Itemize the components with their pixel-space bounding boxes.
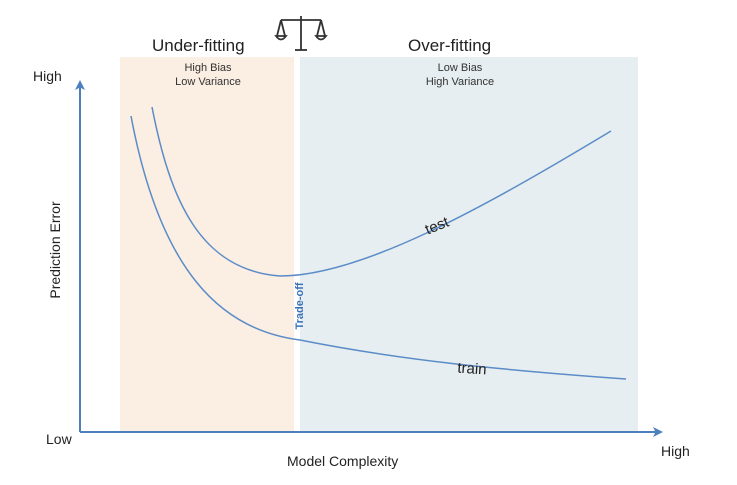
y-axis-low-label: Low <box>46 431 72 447</box>
overfitting-subtitle: Low Bias High Variance <box>412 61 508 89</box>
tradeoff-label: Trade-off <box>294 282 306 330</box>
underfitting-variance: Low Variance <box>175 76 241 88</box>
balance-scale-icon <box>274 16 328 51</box>
overfitting-title: Over-fitting <box>408 36 492 55</box>
underfitting-region <box>120 57 294 432</box>
x-axis-title: Model Complexity <box>287 453 399 469</box>
y-axis-high-label: High <box>33 68 62 84</box>
overfitting-region <box>300 57 638 432</box>
underfitting-title: Under-fitting <box>152 36 245 55</box>
test-error-curve <box>151 106 612 277</box>
underfitting-subtitle: High Bias Low Variance <box>160 61 256 89</box>
x-axis-high-label: High <box>661 443 690 459</box>
overfitting-variance: High Variance <box>425 76 495 88</box>
train-error-curve <box>130 115 627 380</box>
overfitting-bias: Low Bias <box>437 62 483 74</box>
train-curve-label: train <box>456 359 488 379</box>
y-axis-title: Prediction Error <box>47 201 63 299</box>
underfitting-bias: High Bias <box>184 62 232 74</box>
